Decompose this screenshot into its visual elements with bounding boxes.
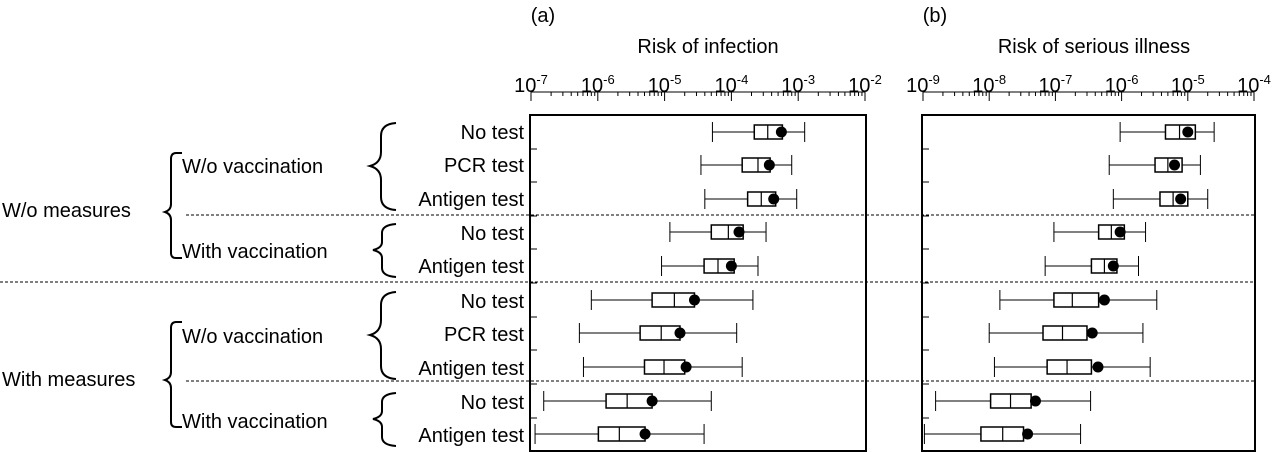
boxplot-row: [1112, 189, 1209, 209]
mean-point: [733, 226, 745, 238]
chart-title-serious-illness: Risk of serious illness: [998, 36, 1190, 58]
boxplot-row: [582, 357, 743, 377]
boxplot-row: [534, 424, 705, 444]
boxplot-row: [935, 391, 1092, 411]
tick-label: 10-7: [514, 72, 548, 97]
mean-point: [1114, 226, 1126, 238]
row-label: Antigen test: [418, 425, 524, 447]
mean-point: [775, 126, 787, 138]
row-label: No test: [461, 122, 525, 144]
boxplot-row: [999, 290, 1158, 310]
bracket-with-measures: [161, 321, 182, 428]
measures-group-label: W/o measures: [2, 200, 131, 222]
group-separators: [0, 214, 1255, 382]
boxplot-row: [704, 189, 798, 209]
boxplot-row: [1108, 155, 1201, 175]
mean-point: [1022, 428, 1034, 440]
mean-point: [725, 260, 737, 272]
mean-point: [763, 159, 775, 171]
iqr-box: [597, 426, 646, 442]
row-label: Antigen test: [418, 189, 524, 211]
iqr-box: [639, 325, 681, 341]
boxplot-row: [1044, 256, 1139, 276]
tick-label: 10-7: [1038, 72, 1072, 97]
mean-point: [1182, 126, 1194, 138]
mean-point: [1175, 193, 1187, 205]
x-axis-serious-illness: 10-9 10-8 10-7 10-6 10-5 10-4: [906, 72, 1271, 452]
chart-title-infection: Risk of infection: [637, 36, 778, 58]
mean-point: [1169, 159, 1181, 171]
panel-label-b: (b): [923, 5, 947, 27]
panel-label-a: (a): [531, 5, 555, 27]
mean-point: [768, 193, 780, 205]
mean-point: [688, 294, 700, 306]
mean-point: [646, 395, 658, 407]
boxplot-row: [661, 256, 759, 276]
row-label: No test: [461, 291, 525, 313]
mean-point: [1107, 260, 1119, 272]
iqr-box: [1053, 292, 1100, 308]
mean-point: [1098, 294, 1110, 306]
mean-point: [1086, 327, 1098, 339]
iqr-box: [1042, 325, 1088, 341]
boxplots-serious-illness: [923, 122, 1215, 444]
iqr-box: [1046, 359, 1093, 375]
boxplot-row: [578, 323, 738, 343]
mean-point: [1092, 361, 1104, 373]
boxplot-row: [590, 290, 754, 310]
boxplot-row: [988, 323, 1144, 343]
tick-label: 10-4: [714, 72, 748, 97]
boxplot-row: [1119, 122, 1215, 142]
tick-label: 10-5: [648, 72, 682, 97]
boxplot-row: [923, 424, 1082, 444]
iqr-box: [651, 292, 696, 308]
mean-point: [1029, 395, 1041, 407]
row-label: No test: [461, 392, 525, 414]
row-label: Antigen test: [418, 358, 524, 380]
vaccination-group-label: With vaccination: [182, 411, 328, 433]
boxplot-row: [669, 222, 767, 242]
boxplot-row: [543, 391, 712, 411]
row-label: PCR test: [444, 324, 524, 346]
plot-frame-a: [529, 114, 867, 452]
brace-with-vacc-bottom: [372, 392, 397, 447]
vaccination-group-label: W/o vaccination: [182, 326, 323, 348]
row-label: PCR test: [444, 155, 524, 177]
tick-label: 10-8: [972, 72, 1006, 97]
boxplots-infection: [534, 122, 806, 444]
measures-group-label: With measures: [2, 369, 135, 391]
tick-label: 10-5: [1171, 72, 1205, 97]
boxplot-row: [700, 155, 793, 175]
tick-label: 10-4: [1237, 72, 1271, 97]
vaccination-group-label: With vaccination: [182, 241, 328, 263]
vaccination-group-label: W/o vaccination: [182, 156, 323, 178]
boxplot-row: [1053, 222, 1147, 242]
tick-label: 10-6: [581, 72, 615, 97]
tick-label: 10-2: [848, 72, 882, 97]
brace-wo-vacc-top: [366, 122, 397, 211]
iqr-box: [605, 393, 653, 409]
bracket-wo-measures: [161, 152, 182, 259]
tick-label: 10-9: [906, 72, 940, 97]
tick-label: 10-3: [781, 72, 815, 97]
row-label: No test: [461, 223, 525, 245]
tick-label: 10-6: [1105, 72, 1139, 97]
brace-with-vacc-top: [372, 223, 397, 278]
brace-wo-vacc-bottom: [366, 291, 397, 380]
boxplot-row: [711, 122, 806, 142]
mean-point: [639, 428, 651, 440]
row-label: Antigen test: [418, 256, 524, 278]
mean-point: [674, 327, 686, 339]
mean-point: [680, 361, 692, 373]
boxplot-row: [993, 357, 1151, 377]
grouping-braces: [161, 122, 397, 447]
x-axis-infection: 10-7 10-6 10-5 10-4 10-3 10-2: [514, 72, 882, 452]
plot-frame-b: [921, 114, 1256, 452]
